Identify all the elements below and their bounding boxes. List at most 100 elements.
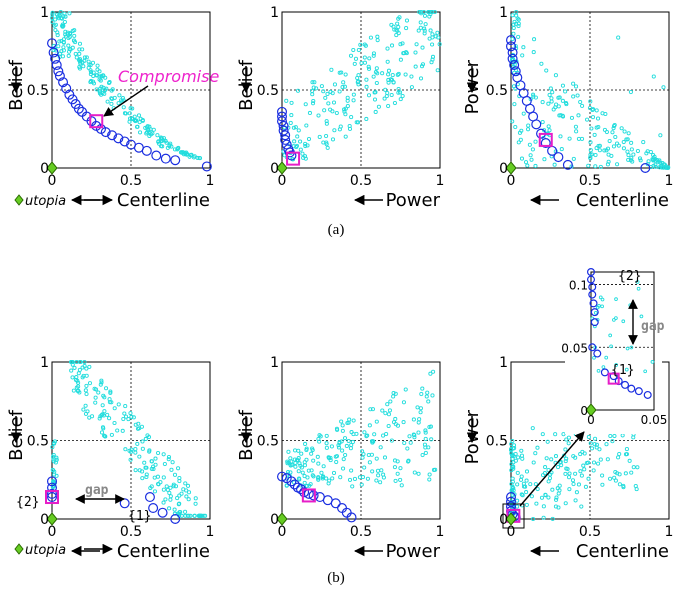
cloud-point — [588, 99, 593, 104]
cloud-point — [142, 460, 147, 465]
cloud-point — [646, 159, 651, 164]
cloud-point — [97, 416, 102, 421]
cloud-point — [391, 420, 397, 425]
y-tick-label: 1 — [270, 5, 279, 21]
front-point — [330, 498, 341, 509]
cloud-point — [588, 155, 593, 160]
cloud-point — [334, 454, 339, 459]
cloud-point — [303, 102, 308, 107]
cloud-point — [408, 440, 413, 445]
cloud-point — [411, 417, 416, 422]
cloud-point — [525, 127, 531, 132]
cloud-point — [285, 459, 290, 464]
cloud-point — [303, 143, 308, 149]
cloud-point — [404, 18, 410, 23]
cloud-point — [636, 286, 641, 291]
cloud-point — [365, 476, 370, 481]
cloud-point — [316, 475, 321, 480]
cloud-point — [381, 472, 386, 477]
cloud-point — [391, 24, 396, 29]
cloud-point — [59, 15, 64, 21]
cloud-point — [420, 62, 426, 67]
cloud-point — [310, 92, 315, 97]
cloud-point — [621, 483, 626, 488]
cloud-point — [516, 140, 521, 145]
cloud-point — [286, 449, 291, 454]
cloud-point — [345, 420, 350, 426]
cloud-point — [624, 452, 629, 457]
cloud-point — [350, 439, 355, 445]
cloud-point — [623, 471, 628, 476]
front-point — [157, 507, 168, 518]
cloud-point — [521, 481, 526, 486]
cloud-point — [582, 467, 587, 472]
cloud-point — [109, 101, 114, 106]
cloud-point — [370, 440, 375, 445]
cloud-point — [358, 42, 363, 47]
cloud-point — [99, 378, 104, 383]
cloud-point — [330, 137, 336, 142]
cloud-point — [371, 74, 376, 79]
cloud-point — [330, 476, 335, 481]
cloud-point — [574, 129, 579, 134]
cloud-point — [531, 460, 536, 465]
y-tick-label: 0 — [270, 161, 279, 177]
cloud-point — [182, 151, 188, 156]
cloud-point — [303, 141, 308, 146]
cloud-point — [584, 461, 589, 466]
cloud-point — [394, 33, 399, 38]
cloud-point — [378, 480, 383, 485]
front-point — [562, 159, 573, 170]
front-point — [589, 299, 598, 308]
cloud-point — [296, 476, 302, 481]
cloud-point — [553, 454, 559, 459]
cloud-point — [184, 488, 189, 493]
cloud-point — [540, 473, 546, 478]
cloud-point — [321, 89, 326, 94]
cloud-point — [193, 501, 198, 506]
cloud-point — [625, 346, 630, 351]
front-point — [634, 387, 643, 396]
cloud-point — [546, 468, 551, 473]
cloud-point — [574, 490, 579, 495]
cloud-point — [173, 484, 179, 489]
cloud-point — [395, 28, 400, 33]
utopia-marker — [46, 161, 58, 175]
y-tick-label: 0 — [499, 161, 508, 177]
cloud-point — [393, 416, 398, 422]
x-axis-label: Power — [386, 541, 441, 562]
cloud-point — [60, 23, 65, 29]
cloud-point — [76, 371, 81, 376]
cloud-point — [127, 119, 132, 124]
x-tick-label: 1 — [436, 173, 445, 189]
cloud-point — [594, 442, 599, 447]
utopia-marker — [276, 161, 288, 175]
cloud-point — [604, 148, 609, 153]
cloud-point — [316, 461, 321, 466]
cloud-point — [337, 89, 342, 94]
cloud-point — [520, 53, 525, 58]
y-tick-label: 0 — [580, 404, 588, 418]
cloud-point — [375, 468, 381, 473]
front-point — [507, 53, 518, 64]
cloud-point — [70, 28, 75, 33]
cloud-point — [653, 162, 658, 167]
cloud-point — [395, 21, 400, 26]
compromise-label: Compromise — [118, 67, 219, 86]
front-point — [54, 70, 65, 81]
cloud-point — [151, 127, 156, 132]
cloud-point — [575, 93, 580, 98]
cloud-point — [385, 402, 390, 407]
cloud-point — [102, 395, 107, 400]
cloud-point — [586, 434, 591, 440]
cloud-point — [336, 445, 342, 450]
cloud-point — [80, 375, 85, 380]
cloud-point — [52, 440, 57, 446]
cloud-point — [533, 139, 538, 144]
cloud-point — [519, 156, 525, 161]
front-point — [308, 490, 319, 501]
cloud-point — [288, 120, 293, 126]
cloud-point — [168, 494, 173, 499]
cloud-point — [513, 458, 518, 463]
cloud-point — [557, 95, 562, 100]
